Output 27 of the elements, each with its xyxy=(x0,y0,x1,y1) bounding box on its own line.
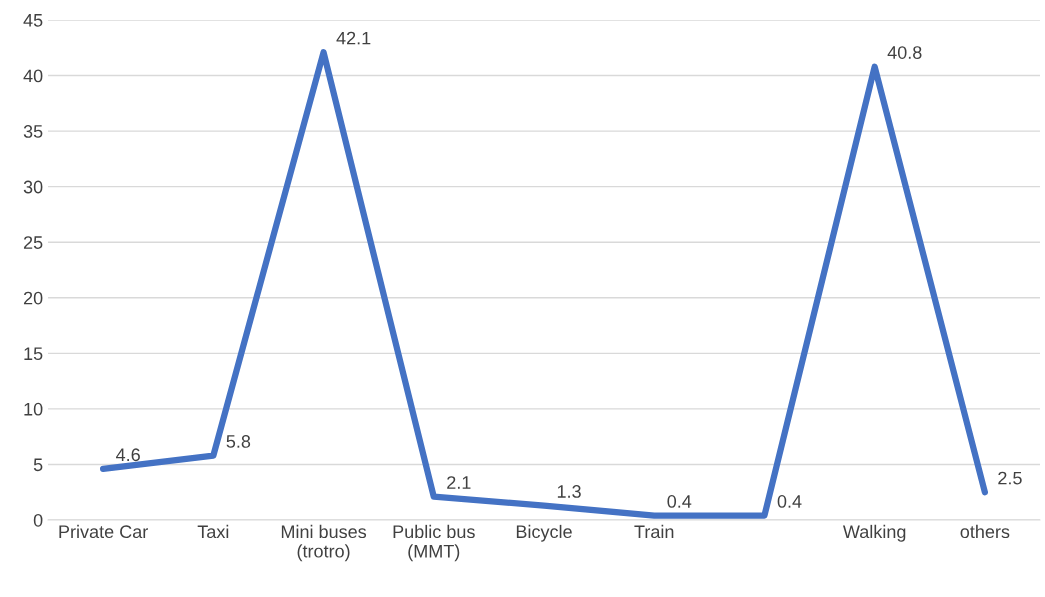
data-label: 42.1 xyxy=(336,31,371,45)
data-label: 5.8 xyxy=(226,435,251,448)
data-label: 4.6 xyxy=(116,448,140,462)
x-tick-label: Train xyxy=(634,524,674,539)
y-tick-label: 45 xyxy=(23,14,43,27)
x-tick-label: Taxi xyxy=(197,524,229,539)
y-tick-label: 35 xyxy=(23,125,43,138)
y-tick-label: 30 xyxy=(23,180,43,194)
x-tick-label: Bicycle xyxy=(516,524,572,542)
x-tick-label: others xyxy=(960,524,1010,539)
y-tick-label: 0 xyxy=(33,513,43,527)
y-tick-label: 20 xyxy=(23,291,43,305)
y-tick-label: 5 xyxy=(33,458,43,472)
data-label: 0.4 xyxy=(777,495,802,508)
data-label: 2.1 xyxy=(447,476,471,489)
y-tick-label: 40 xyxy=(23,69,43,83)
data-label: 40.8 xyxy=(887,46,922,59)
x-tick-label: Mini buses (trotro) xyxy=(281,524,367,562)
data-label: 2.5 xyxy=(998,471,1022,485)
y-tick-label: 25 xyxy=(23,236,43,249)
y-tick-label: 15 xyxy=(24,347,43,361)
y-tick-label: 10 xyxy=(24,402,43,416)
x-tick-label: Public bus (MMT) xyxy=(393,524,475,562)
x-tick-label: Private Car xyxy=(59,524,148,539)
data-label: 0.4 xyxy=(667,495,692,508)
x-tick-label: Walking xyxy=(842,524,906,542)
data-label: 1.3 xyxy=(557,485,581,498)
